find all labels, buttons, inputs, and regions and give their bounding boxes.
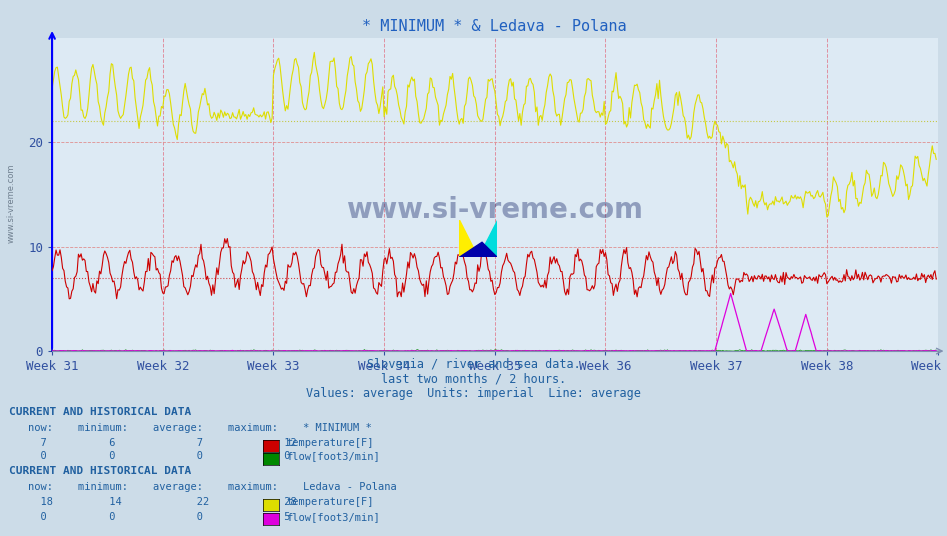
Text: temperature[F]: temperature[F] [286,438,373,449]
Text: now:    minimum:    average:    maximum:    Ledava - Polana: now: minimum: average: maximum: Ledava -… [28,482,397,493]
Text: CURRENT AND HISTORICAL DATA: CURRENT AND HISTORICAL DATA [9,407,191,418]
Text: www.si-vreme.com: www.si-vreme.com [7,164,16,243]
Text: flow[foot3/min]: flow[foot3/min] [286,451,380,461]
Text: 0          0             0             0: 0 0 0 0 [28,451,291,461]
Text: flow[foot3/min]: flow[foot3/min] [286,512,380,522]
Polygon shape [459,220,478,257]
Text: Slovenia / river and sea data.: Slovenia / river and sea data. [366,357,581,370]
Text: now:    minimum:    average:    maximum:    * MINIMUM *: now: minimum: average: maximum: * MINIMU… [28,423,372,434]
Text: 0          0             0             5: 0 0 0 5 [28,512,291,522]
Text: temperature[F]: temperature[F] [286,497,373,508]
Polygon shape [459,242,497,257]
Text: 18         14            22            28: 18 14 22 28 [28,497,297,508]
Text: last two months / 2 hours.: last two months / 2 hours. [381,372,566,385]
Text: www.si-vreme.com: www.si-vreme.com [347,196,643,224]
Text: 7          6             7             12: 7 6 7 12 [28,438,297,449]
Text: Values: average  Units: imperial  Line: average: Values: average Units: imperial Line: av… [306,387,641,400]
Title: * MINIMUM * & Ledava - Polana: * MINIMUM * & Ledava - Polana [363,19,627,34]
Polygon shape [478,220,497,257]
Text: CURRENT AND HISTORICAL DATA: CURRENT AND HISTORICAL DATA [9,466,191,477]
